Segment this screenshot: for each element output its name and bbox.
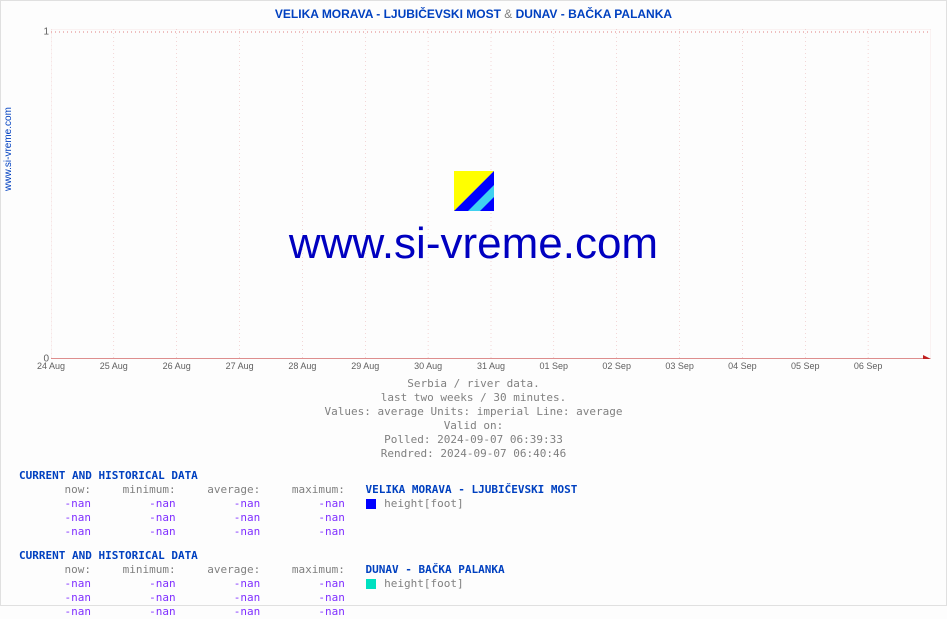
cell-now: -nan bbox=[19, 605, 91, 619]
cell-min: -nan bbox=[98, 497, 176, 511]
legend-label-a: height[foot] bbox=[384, 497, 463, 510]
x-tick: 26 Aug bbox=[163, 361, 191, 371]
col-max: maximum: bbox=[267, 483, 345, 497]
table-columns-b: now: minimum: average: maximum: DUNAV - … bbox=[19, 563, 577, 577]
x-tick: 03 Sep bbox=[665, 361, 694, 371]
meta-source: Serbia / river data. bbox=[1, 377, 946, 391]
table-row: -nan -nan -nan -nan height[foot] bbox=[19, 577, 577, 591]
chart-title: VELIKA MORAVA - LJUBIČEVSKI MOST & DUNAV… bbox=[1, 7, 946, 21]
x-tick: 28 Aug bbox=[288, 361, 316, 371]
cell-max: -nan bbox=[267, 525, 345, 539]
cell-max: -nan bbox=[267, 605, 345, 619]
table-row: -nan -nan -nan -nan bbox=[19, 591, 577, 605]
x-tick: 27 Aug bbox=[226, 361, 254, 371]
cell-max: -nan bbox=[267, 497, 345, 511]
table-columns-a: now: minimum: average: maximum: VELIKA M… bbox=[19, 483, 577, 497]
cell-avg: -nan bbox=[182, 525, 260, 539]
cell-now: -nan bbox=[19, 525, 91, 539]
meta-polled: Polled: 2024-09-07 06:39:33 bbox=[1, 433, 946, 447]
cell-min: -nan bbox=[98, 511, 176, 525]
legend-swatch-a bbox=[366, 499, 376, 509]
table-row: -nan -nan -nan -nan bbox=[19, 605, 577, 619]
title-ampersand: & bbox=[504, 7, 515, 21]
site-logo-icon bbox=[454, 171, 494, 211]
meta-rendered: Rendred: 2024-09-07 06:40:46 bbox=[1, 447, 946, 461]
cell-max: -nan bbox=[267, 591, 345, 605]
table-header-b: CURRENT AND HISTORICAL DATA bbox=[19, 549, 577, 563]
series-name-b: DUNAV - BAČKA PALANKA bbox=[366, 563, 505, 576]
x-tick: 04 Sep bbox=[728, 361, 757, 371]
cell-avg: -nan bbox=[182, 577, 260, 591]
col-max: maximum: bbox=[267, 563, 345, 577]
series-name-a: VELIKA MORAVA - LJUBIČEVSKI MOST bbox=[366, 483, 578, 496]
cell-now: -nan bbox=[19, 577, 91, 591]
data-tables: CURRENT AND HISTORICAL DATA now: minimum… bbox=[19, 469, 577, 619]
cell-min: -nan bbox=[98, 525, 176, 539]
meta-period: last two weeks / 30 minutes. bbox=[1, 391, 946, 405]
table-header-a: CURRENT AND HISTORICAL DATA bbox=[19, 469, 577, 483]
title-series-a: VELIKA MORAVA - LJUBIČEVSKI MOST bbox=[275, 7, 501, 21]
x-tick: 24 Aug bbox=[37, 361, 65, 371]
cell-max: -nan bbox=[267, 577, 345, 591]
x-tick: 01 Sep bbox=[540, 361, 569, 371]
title-series-b: DUNAV - BAČKA PALANKA bbox=[516, 7, 672, 21]
cell-now: -nan bbox=[19, 511, 91, 525]
col-now: now: bbox=[19, 563, 91, 577]
x-tick: 29 Aug bbox=[351, 361, 379, 371]
col-now: now: bbox=[19, 483, 91, 497]
table-row: -nan -nan -nan -nan bbox=[19, 511, 577, 525]
cell-max: -nan bbox=[267, 511, 345, 525]
cell-min: -nan bbox=[98, 591, 176, 605]
col-min: minimum: bbox=[98, 563, 176, 577]
chart-metadata: Serbia / river data. last two weeks / 30… bbox=[1, 377, 946, 461]
cell-avg: -nan bbox=[182, 605, 260, 619]
legend-swatch-b bbox=[366, 579, 376, 589]
x-tick: 02 Sep bbox=[602, 361, 631, 371]
cell-min: -nan bbox=[98, 577, 176, 591]
meta-valid: Valid on: bbox=[1, 419, 946, 433]
cell-avg: -nan bbox=[182, 497, 260, 511]
cell-avg: -nan bbox=[182, 511, 260, 525]
col-avg: average: bbox=[182, 563, 260, 577]
y-tick-labels: 1 0 bbox=[37, 29, 49, 359]
y-tick-1: 1 bbox=[43, 27, 49, 38]
table-row: -nan -nan -nan -nan height[foot] bbox=[19, 497, 577, 511]
cell-now: -nan bbox=[19, 591, 91, 605]
x-tick: 06 Sep bbox=[854, 361, 883, 371]
x-tick: 30 Aug bbox=[414, 361, 442, 371]
cell-avg: -nan bbox=[182, 591, 260, 605]
x-tick: 05 Sep bbox=[791, 361, 820, 371]
y-axis-label: www.si-vreme.com bbox=[3, 107, 14, 191]
meta-settings: Values: average Units: imperial Line: av… bbox=[1, 405, 946, 419]
cell-now: -nan bbox=[19, 497, 91, 511]
x-tick: 25 Aug bbox=[100, 361, 128, 371]
x-tick: 31 Aug bbox=[477, 361, 505, 371]
cell-min: -nan bbox=[98, 605, 176, 619]
legend-label-b: height[foot] bbox=[384, 577, 463, 590]
table-row: -nan -nan -nan -nan bbox=[19, 525, 577, 539]
col-min: minimum: bbox=[98, 483, 176, 497]
col-avg: average: bbox=[182, 483, 260, 497]
x-tick-labels: 24 Aug 25 Aug 26 Aug 27 Aug 28 Aug 29 Au… bbox=[51, 361, 931, 375]
